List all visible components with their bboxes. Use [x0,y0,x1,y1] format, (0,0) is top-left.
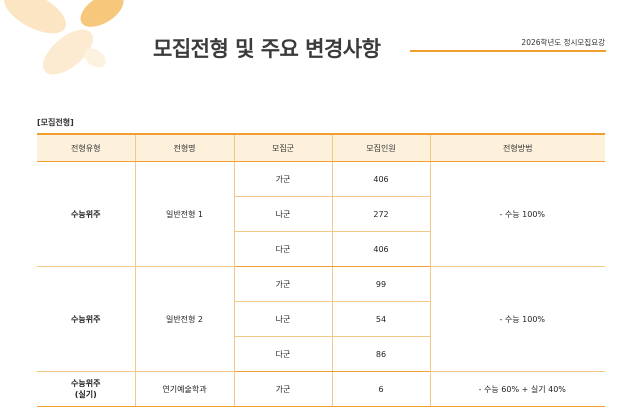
admission-type-line1: 수능위주 [71,379,101,388]
recruit-count: 406 [331,161,430,197]
admission-type: 수능위주 (실기) [37,371,135,407]
admission-type-line2: (실기) [74,390,97,399]
table-row: 다군 86 [37,336,605,372]
logo-icon [4,0,124,75]
recruit-group: 다군 [233,336,332,372]
admission-type: 수능위주 [37,266,135,372]
table-row: 수능위주 일반전형 2 가군 99 - 수능 100% [37,266,605,372]
recruit-count: 6 [331,371,430,407]
column-header-group: 모집군 [233,133,332,162]
admission-method: - 수능 100% [429,161,605,267]
column-header-method: 전형방법 [429,133,605,162]
recruit-group: 나군 [233,301,332,337]
recruit-count: 272 [331,196,430,232]
recruit-count: 99 [331,266,430,302]
recruit-group: 가군 [233,266,332,302]
table-row: 다군 406 [37,231,605,267]
table-row: 수능위주 (실기) 연기예술학과 가군 6 - 수능 60% + 실기 40% [37,371,605,407]
admission-name: 일반전형 2 [134,266,234,372]
admission-method: - 수능 60% + 실기 40% [429,371,605,407]
table-header-row: 전형유형 전형명 모집군 모집인원 전형방법 [37,133,605,162]
column-header-name: 전형명 [134,133,234,162]
recruit-group: 가군 [233,371,332,407]
recruit-count: 86 [331,336,430,372]
recruit-count: 406 [331,231,430,267]
recruit-group: 다군 [233,231,332,267]
table-row: 나군 272 [37,196,605,232]
section-label: [모집전형] [37,118,74,127]
recruit-count: 54 [331,301,430,337]
recruit-group: 나군 [233,196,332,232]
admission-name: 일반전형 1 [134,161,234,267]
table-row: 나군 54 [37,301,605,337]
table-row: 수능위주 일반전형 1 가군 406 - 수능 100% [37,161,605,267]
title-underline [410,50,606,52]
column-header-count: 모집인원 [331,133,430,162]
admission-name: 연기예술학과 [134,371,234,407]
admission-method: - 수능 100% [429,266,605,372]
column-header-type: 전형유형 [37,133,135,162]
admissions-table: 전형유형 전형명 모집군 모집인원 전형방법 수능위주 일반전형 1 가군 40… [37,133,605,407]
admission-type: 수능위주 [37,161,135,267]
page-title: 모집전형 및 주요 변경사항 [153,37,381,61]
recruit-group: 가군 [233,161,332,197]
document-label: 2026학년도 정시모집요강 [521,38,605,47]
